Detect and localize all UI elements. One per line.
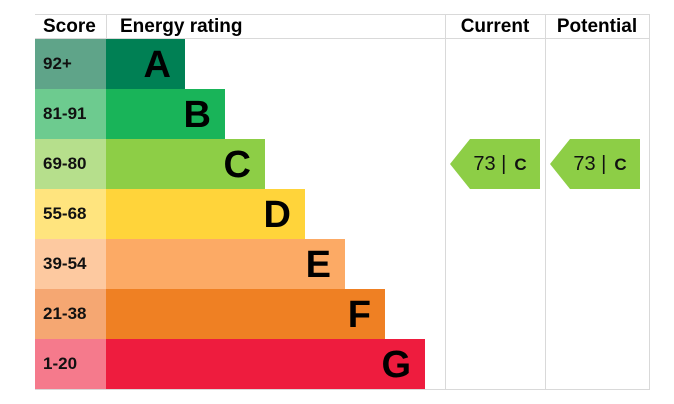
current-rating-arrow: 73 | C <box>450 139 540 189</box>
rating-bar-c: C <box>106 139 265 189</box>
score-cell-b: 81-91 <box>35 89 106 139</box>
current-letter: C <box>514 155 527 174</box>
score-cell-d: 55-68 <box>35 189 106 239</box>
current-value: 73 | <box>473 153 507 175</box>
header-score: Score <box>43 16 96 37</box>
score-cell-a: 92+ <box>35 39 106 89</box>
divider-score <box>106 14 107 39</box>
score-cell-c: 69-80 <box>35 139 106 189</box>
potential-rating-arrow: 73 | C <box>550 139 640 189</box>
bottom-border <box>35 389 649 390</box>
divider-potential <box>545 14 546 390</box>
rating-bar-f: F <box>106 289 385 339</box>
rating-bar-g: G <box>106 339 425 389</box>
header-potential: Potential <box>556 16 638 37</box>
header-border <box>35 38 649 39</box>
arrow-shape <box>450 139 540 189</box>
rating-bar-e: E <box>106 239 345 289</box>
potential-letter: C <box>614 155 627 174</box>
rating-bar-a: A <box>106 39 185 89</box>
header-current: Current <box>460 16 530 37</box>
rating-bar-b: B <box>106 89 225 139</box>
divider-current <box>445 14 446 390</box>
header-energy-rating: Energy rating <box>120 16 243 37</box>
score-cell-f: 21-38 <box>35 289 106 339</box>
top-border <box>35 14 649 15</box>
score-cell-e: 39-54 <box>35 239 106 289</box>
arrow-shape <box>550 139 640 189</box>
rating-bar-d: D <box>106 189 305 239</box>
potential-value: 73 | <box>573 153 607 175</box>
score-cell-g: 1-20 <box>35 339 106 389</box>
right-border <box>649 14 650 390</box>
